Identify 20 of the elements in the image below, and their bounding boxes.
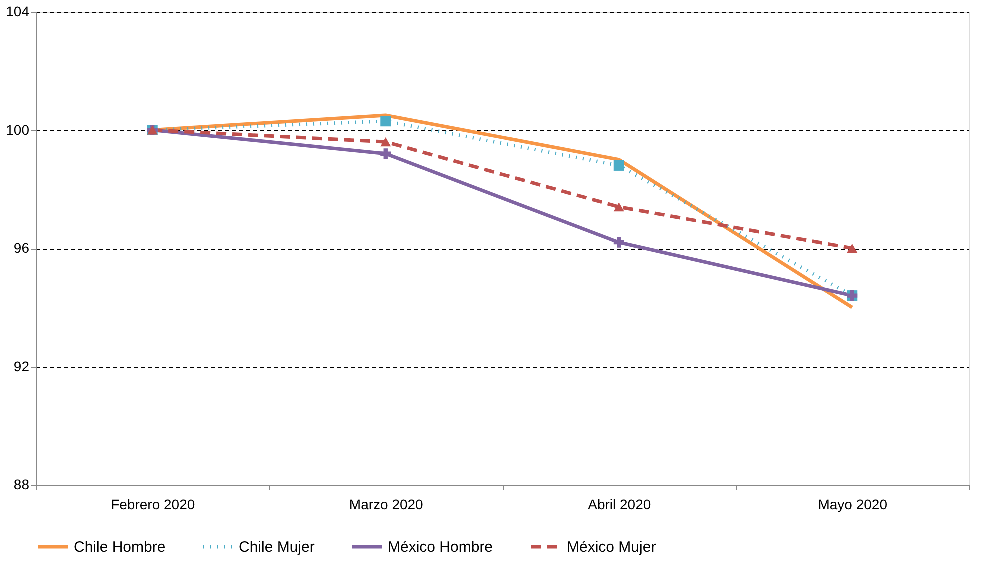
- y-tick-label: 100: [6, 122, 30, 138]
- point: [614, 160, 624, 171]
- legend-label: Chile Mujer: [239, 539, 315, 556]
- x-tick-label: Mayo 2020: [818, 496, 888, 512]
- y-tick-label: 96: [14, 240, 30, 256]
- legend-label: Chile Hombre: [74, 539, 166, 556]
- legend-label: México Mujer: [567, 539, 656, 556]
- x-tick-label: Febrero 2020: [111, 496, 196, 512]
- y-tick-label: 104: [6, 4, 30, 20]
- legend-label: México Hombre: [388, 539, 494, 556]
- point: [380, 138, 392, 147]
- point: [614, 202, 624, 212]
- point: [847, 244, 858, 254]
- x-tick-label: Marzo 2020: [349, 496, 424, 512]
- point: [380, 148, 392, 160]
- point: [380, 116, 392, 127]
- point: [614, 237, 624, 248]
- y-tick-label: 92: [14, 358, 30, 374]
- x-tick-label: Abril 2020: [588, 496, 652, 512]
- y-tick-label: 88: [14, 476, 30, 492]
